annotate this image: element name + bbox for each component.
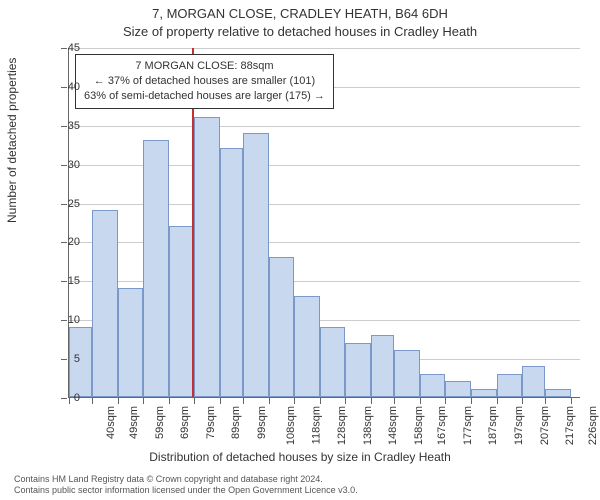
gridline <box>69 48 580 49</box>
x-tick <box>169 398 170 404</box>
histogram-bar <box>118 288 144 397</box>
x-tick <box>371 398 372 404</box>
histogram-bar <box>194 117 220 397</box>
annotation-line-3: 63% of semi-detached houses are larger (… <box>84 89 325 104</box>
x-tick <box>269 398 270 404</box>
x-tick-label: 128sqm <box>336 406 348 445</box>
x-tick-label: 138sqm <box>362 406 374 445</box>
x-tick <box>345 398 346 404</box>
x-tick-label: 187sqm <box>487 406 499 445</box>
y-tick-label: 10 <box>40 314 80 326</box>
x-tick-label: 217sqm <box>564 406 576 445</box>
x-tick-label: 226sqm <box>587 406 599 445</box>
x-tick-label: 148sqm <box>388 406 400 445</box>
histogram-bar <box>243 133 269 397</box>
histogram-bar <box>320 327 346 397</box>
x-tick <box>420 398 421 404</box>
y-tick-label: 30 <box>40 159 80 171</box>
x-tick <box>118 398 119 404</box>
y-tick-label: 15 <box>40 275 80 287</box>
x-tick <box>445 398 446 404</box>
histogram-bar <box>92 210 118 397</box>
chart-title-sub: Size of property relative to detached ho… <box>0 24 600 39</box>
x-tick <box>522 398 523 404</box>
credits-line-1: Contains HM Land Registry data © Crown c… <box>14 474 358 485</box>
x-tick <box>394 398 395 404</box>
histogram-bar <box>143 140 169 397</box>
histogram-bar <box>497 374 523 397</box>
x-tick-label: 118sqm <box>310 406 322 444</box>
x-tick <box>294 398 295 404</box>
y-tick-label: 5 <box>40 353 80 365</box>
x-tick-label: 40sqm <box>105 406 117 439</box>
x-tick-label: 167sqm <box>436 406 448 445</box>
x-tick-label: 89sqm <box>230 406 242 439</box>
x-tick <box>320 398 321 404</box>
x-tick <box>92 398 93 404</box>
x-tick <box>243 398 244 404</box>
x-tick-label: 177sqm <box>462 406 474 445</box>
y-axis-title: Number of detached properties <box>5 58 19 223</box>
histogram-bar <box>545 389 571 397</box>
gridline <box>69 126 580 127</box>
y-tick-label: 20 <box>40 236 80 248</box>
histogram-bar <box>220 148 243 397</box>
x-tick <box>220 398 221 404</box>
histogram-bar <box>294 296 320 397</box>
annotation-line-2: ← 37% of detached houses are smaller (10… <box>84 74 325 89</box>
x-tick <box>571 398 572 404</box>
y-tick-label: 45 <box>40 42 80 54</box>
x-tick-label: 49sqm <box>128 406 140 439</box>
x-tick-label: 197sqm <box>513 406 525 445</box>
x-tick <box>545 398 546 404</box>
y-tick-label: 40 <box>40 81 80 93</box>
x-tick-label: 99sqm <box>256 406 268 439</box>
histogram-bar <box>522 366 545 397</box>
x-tick-label: 69sqm <box>179 406 191 439</box>
histogram-bar <box>169 226 195 397</box>
histogram-bar <box>345 343 371 397</box>
annotation-box: 7 MORGAN CLOSE: 88sqm← 37% of detached h… <box>75 54 334 109</box>
x-tick <box>497 398 498 404</box>
credits-line-2: Contains public sector information licen… <box>14 485 358 496</box>
x-tick <box>143 398 144 404</box>
histogram-bar <box>394 350 420 397</box>
histogram-bar <box>269 257 295 397</box>
x-axis-title: Distribution of detached houses by size … <box>0 450 600 464</box>
x-tick-label: 207sqm <box>539 406 551 445</box>
x-tick-label: 59sqm <box>154 406 166 439</box>
chart-title-main: 7, MORGAN CLOSE, CRADLEY HEATH, B64 6DH <box>0 6 600 21</box>
x-tick <box>471 398 472 404</box>
histogram-chart: 7, MORGAN CLOSE, CRADLEY HEATH, B64 6DH … <box>0 0 600 500</box>
histogram-bar <box>471 389 497 397</box>
x-tick-label: 108sqm <box>285 406 297 445</box>
credits-block: Contains HM Land Registry data © Crown c… <box>14 474 358 497</box>
x-tick-label: 158sqm <box>413 406 425 445</box>
histogram-bar <box>420 374 446 397</box>
y-tick-label: 35 <box>40 120 80 132</box>
y-tick-label: 25 <box>40 198 80 210</box>
annotation-line-1: 7 MORGAN CLOSE: 88sqm <box>84 59 325 74</box>
x-tick <box>194 398 195 404</box>
x-tick-label: 79sqm <box>205 406 217 439</box>
plot-area: 7 MORGAN CLOSE: 88sqm← 37% of detached h… <box>68 48 580 398</box>
y-tick-label: 0 <box>40 392 80 404</box>
histogram-bar <box>371 335 394 397</box>
histogram-bar <box>445 381 471 397</box>
